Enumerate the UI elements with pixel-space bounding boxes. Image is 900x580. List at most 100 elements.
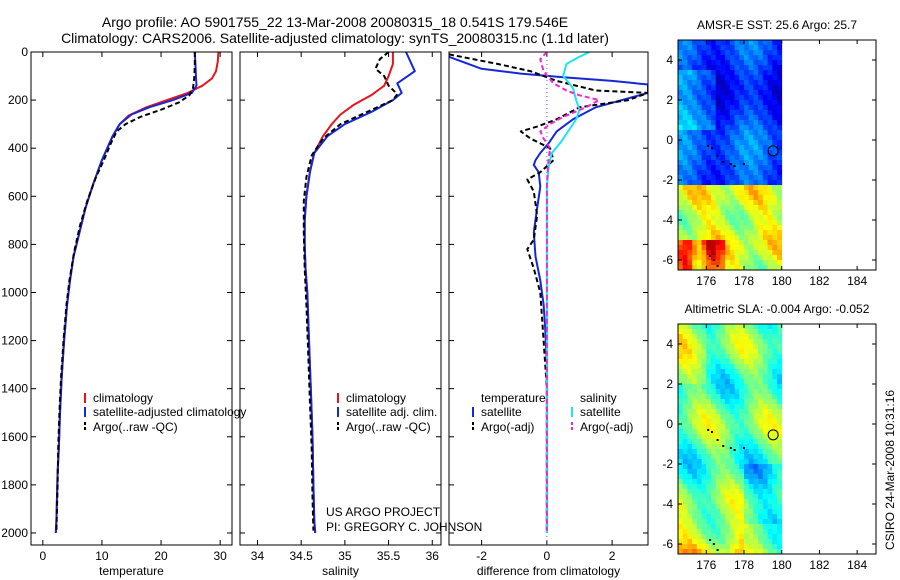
sst-map-cell [734, 230, 740, 236]
sst-map-cell [772, 235, 778, 241]
sst-map-cell [758, 210, 764, 216]
sst-map-cell [711, 235, 717, 241]
sla-map-cell [734, 384, 740, 390]
sst-map-cell [758, 65, 764, 71]
sst-map-cell [687, 85, 693, 91]
sst-map-cell [720, 205, 726, 211]
sla-map-cell [678, 509, 684, 515]
sla-map-cell [739, 524, 745, 530]
sla-map-cell [767, 424, 773, 430]
sst-map-cell [682, 170, 688, 176]
sla-map-cell [762, 549, 768, 555]
sla-map-cell [711, 459, 717, 465]
sla-map-cell [711, 374, 717, 380]
sla-map-cell [758, 339, 764, 345]
sla-map-cell [715, 379, 721, 385]
sst-map-cell [762, 50, 768, 56]
sla-map-cell [706, 469, 712, 475]
sst-map-cell [720, 80, 726, 86]
sst-map-cell [678, 85, 684, 91]
sst-map-cell [725, 60, 731, 66]
sst-map-cell [696, 230, 702, 236]
sst-map-cell [729, 250, 735, 256]
sst-map-cell [711, 55, 717, 61]
sst-map-cell [739, 45, 745, 51]
sst-map-cell [772, 75, 778, 81]
sst-map-cell [720, 215, 726, 221]
sla-map-cell [687, 539, 693, 545]
sst-map-cell [701, 210, 707, 216]
sla-map-cell [682, 514, 688, 520]
sst-map-cell [762, 180, 768, 186]
sla-map-cell [706, 519, 712, 525]
sst-map-cell [767, 155, 773, 161]
sla-map-cell [720, 519, 726, 525]
salinity-series-argo-raw-qc- [302, 52, 399, 531]
sst-map-cell [772, 250, 778, 256]
sst-map-cell [767, 180, 773, 186]
sst-map-cell [682, 95, 688, 101]
sla-map-cell [748, 514, 754, 520]
sst-map-cell [758, 255, 764, 261]
sst-map-cell [772, 100, 778, 106]
sst-map-cell [762, 150, 768, 156]
sst-map-cell [711, 140, 717, 146]
sla-map-cell [711, 369, 717, 375]
sla-map-cell [777, 469, 783, 475]
sst-map-cell [706, 50, 712, 56]
sla-map-cell [744, 504, 750, 510]
sla-map-cell [720, 379, 726, 385]
sla-map-cell [725, 514, 731, 520]
sla-map-cell [725, 324, 731, 330]
sst-map-cell [715, 195, 721, 201]
sla-map-cell [748, 364, 754, 370]
sst-map-cell [711, 135, 717, 141]
sst-map-cell [682, 180, 688, 186]
sst-map-cell [711, 185, 717, 191]
sla-map-cell [734, 399, 740, 405]
sst-map-cell [734, 155, 740, 161]
sst-map-cell [701, 265, 707, 271]
sst-map-cell [753, 150, 759, 156]
sst-map-cell [762, 200, 768, 206]
sla-map-cell [748, 389, 754, 395]
sla-map-cell [767, 394, 773, 400]
sst-map-cell [739, 155, 745, 161]
sla-map-cell [701, 409, 707, 415]
sla-map-cell [715, 344, 721, 350]
sst-map-cell [682, 120, 688, 126]
sla-map-cell [706, 429, 712, 435]
sst-map-cell [678, 155, 684, 161]
sst-map-cell [753, 240, 759, 246]
sla-map-cell [692, 404, 698, 410]
sla-map-cell [758, 424, 764, 430]
sla-map-cell [777, 464, 783, 470]
sst-map-cell [729, 200, 735, 206]
sst-map-cell [748, 40, 754, 46]
sst-map-cell [715, 105, 721, 111]
sla-map-ytick-label: 0 [666, 417, 673, 431]
sst-map-cell [725, 250, 731, 256]
sst-map-cell [748, 235, 754, 241]
sst-map-cell [772, 265, 778, 271]
sst-map-cell [758, 175, 764, 181]
sla-map-cell [725, 534, 731, 540]
sst-map-cell [734, 95, 740, 101]
sla-map-cell [720, 334, 726, 340]
sst-map-cell [715, 165, 721, 171]
sst-map-cell [692, 135, 698, 141]
sst-map-cell [767, 165, 773, 171]
sst-map-cell [696, 130, 702, 136]
sst-map-cell [725, 80, 731, 86]
sst-map-cell [706, 165, 712, 171]
sst-map-cell [687, 125, 693, 131]
sst-map-cell [678, 130, 684, 136]
sst-map-cell [706, 65, 712, 71]
sla-map-cell [753, 479, 759, 485]
sla-map-cell [725, 509, 731, 515]
sla-map-cell [682, 459, 688, 465]
sst-map-cell [758, 225, 764, 231]
sla-map-cell [678, 369, 684, 375]
sst-map-cell [777, 45, 783, 51]
sst-map-ytick-label: -6 [662, 253, 673, 267]
